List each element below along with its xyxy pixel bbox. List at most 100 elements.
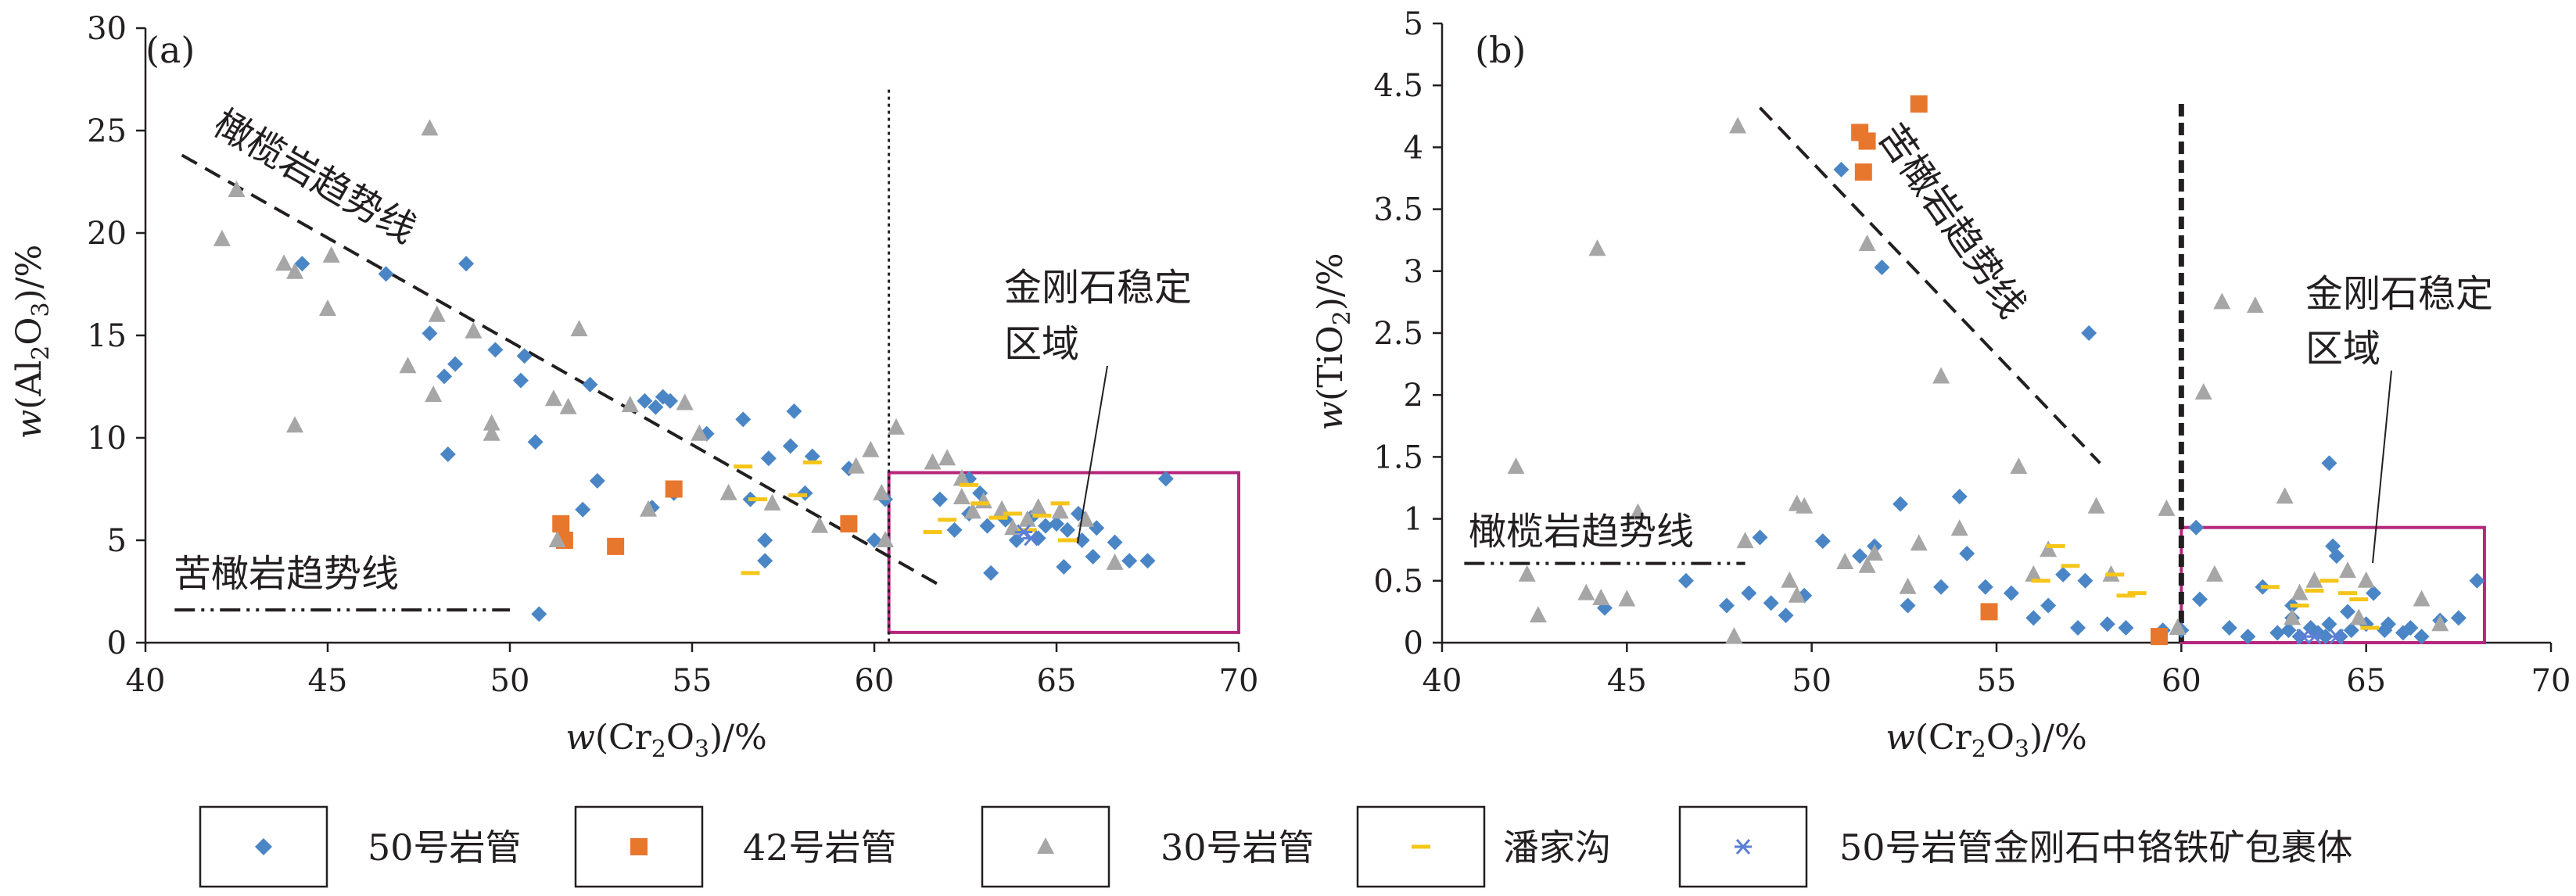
chart-a-point-pan bbox=[1050, 501, 1070, 506]
chart-a-point-s30 bbox=[873, 483, 891, 500]
chart-a-point-pan bbox=[734, 464, 753, 469]
chart-b-point-pan bbox=[2046, 543, 2065, 548]
chart-a-picrite-trend-label: 苦橄岩趋势线 bbox=[174, 552, 399, 596]
chart-b-points bbox=[1507, 95, 2485, 646]
chart-a-point-pan bbox=[960, 482, 979, 487]
chart-a-point-s42 bbox=[607, 537, 625, 555]
chart-b-point-s50 bbox=[2055, 566, 2072, 582]
legend-box-panjiagou bbox=[1356, 805, 1486, 888]
chart-a-xtick-label: 55 bbox=[673, 663, 712, 699]
chart-a-point-s50 bbox=[1121, 553, 1138, 569]
chart-a-ytick-label: 25 bbox=[87, 113, 127, 149]
chart-a-point-pan bbox=[938, 518, 957, 522]
chart-a-point-pan bbox=[1017, 528, 1037, 532]
chart-b-point-s50 bbox=[2280, 622, 2297, 639]
chart-a-xtick-label: 65 bbox=[1037, 663, 1077, 699]
chart-a-point-s30 bbox=[862, 440, 880, 457]
legend: 50号岩管 42号岩管 30号岩管 潘家沟 50号岩管金刚石中铬铁矿包裹体 bbox=[199, 805, 2353, 888]
chart-a-point-s30 bbox=[811, 516, 829, 533]
chart-a-point-s30 bbox=[428, 305, 446, 322]
chart-a-point-s50 bbox=[979, 518, 996, 534]
chart-b-ytick-label: 1 bbox=[1404, 502, 1423, 538]
chart-b-point-inc bbox=[2327, 629, 2345, 645]
chart-b-stable-box-pointer bbox=[2372, 370, 2392, 564]
chart-b-point-s30 bbox=[1618, 590, 1636, 607]
chart-a-point-s50 bbox=[637, 392, 653, 409]
chart-a-point-pan bbox=[802, 460, 822, 464]
chart-b-point-s30 bbox=[2357, 571, 2375, 588]
chart-b-point-pan bbox=[2260, 585, 2280, 590]
chart-b-point-s50 bbox=[1977, 579, 1993, 595]
chart-a-stable-box bbox=[887, 471, 1240, 634]
chart-b-point-s50 bbox=[1959, 545, 1975, 561]
chart-a-ytick-label: 5 bbox=[107, 523, 127, 559]
chart-b-point-s50 bbox=[1752, 529, 1768, 546]
chart-a-point-s50 bbox=[797, 485, 813, 501]
chart-a-ytick-label: 20 bbox=[87, 216, 127, 252]
chart-b-point-s30 bbox=[1529, 606, 1547, 623]
chart-a-point-s30 bbox=[887, 418, 905, 435]
chart-b-xlabel-part1: (Cr bbox=[1915, 718, 1972, 758]
chart-a-point-s30 bbox=[570, 320, 588, 337]
chart-b-xlabel: w(Cr2O3)/% bbox=[1885, 718, 2087, 763]
chart-b-ytick-label: 5 bbox=[1404, 6, 1423, 42]
chart-b-point-pan bbox=[2061, 564, 2080, 568]
chart-a-point-pan bbox=[988, 515, 1008, 520]
legend-label-30: 30号岩管 bbox=[1161, 826, 1315, 869]
chart-b-point-s50 bbox=[1763, 595, 1779, 611]
chart-b-point-s50 bbox=[1814, 533, 1831, 550]
chart-a-point-s50 bbox=[931, 491, 948, 507]
chart-b-point-s42 bbox=[1854, 163, 1872, 181]
chart-b-xtick-label: 45 bbox=[1607, 663, 1647, 699]
chart-a-point-s30 bbox=[691, 424, 709, 441]
chart-b-point-s30 bbox=[1866, 543, 1884, 561]
chart-b-xlabel-sub2: 3 bbox=[2015, 736, 2029, 763]
chart-b-point-s50 bbox=[1677, 572, 1694, 589]
chart-b-point-s50 bbox=[1951, 489, 1968, 505]
chart-b-point-s42 bbox=[1858, 132, 1876, 150]
chart-a-ylabel-part1: (Al bbox=[9, 360, 49, 410]
chart-b-xlabel-part3: )/% bbox=[2029, 718, 2087, 758]
chart-a-ytick-label: 15 bbox=[87, 318, 127, 354]
chart-a-point-s30 bbox=[286, 416, 304, 433]
chart-a-ytick-label: 0 bbox=[107, 625, 127, 661]
legend-marker-30-triangle bbox=[1037, 837, 1054, 854]
chart-b-point-inc bbox=[2305, 629, 2323, 645]
chart-a-point-s50 bbox=[378, 266, 394, 282]
legend-symbol-s30 bbox=[1037, 837, 1054, 854]
chart-a-point-s50 bbox=[1157, 471, 1174, 487]
chart-a-point-s50 bbox=[1059, 521, 1075, 538]
chart-a-point-pan bbox=[741, 571, 760, 575]
chart-b-point-s50 bbox=[2413, 629, 2430, 645]
chart-a-point-s30 bbox=[621, 396, 639, 413]
chart-b-point-s42 bbox=[2150, 628, 2168, 646]
legend-label-inclusion: 50号岩管金刚石中铬铁矿包裹体 bbox=[1839, 826, 2353, 869]
chart-a-point-s50 bbox=[422, 325, 438, 342]
chart-b-point-s50 bbox=[1718, 597, 1735, 614]
chart-b-point-s30 bbox=[2276, 487, 2294, 504]
chart-b-point-s50 bbox=[2221, 619, 2237, 636]
chart-b-point-s30 bbox=[1796, 496, 1814, 514]
chart-a-ylabel-sub2: 3 bbox=[27, 302, 55, 317]
chart-b-panel-label: (b) bbox=[1475, 29, 1526, 71]
chart-a-point-s30 bbox=[559, 397, 577, 414]
chart-b-ytick-label: 4 bbox=[1404, 130, 1423, 166]
chart-b-point-s30 bbox=[2025, 564, 2043, 582]
chart-b-point-s30 bbox=[1729, 116, 1747, 134]
chart-b-point-s50 bbox=[2402, 619, 2419, 636]
chart-b-point-s30 bbox=[2431, 615, 2449, 632]
chart-a-point-s50 bbox=[512, 372, 529, 389]
chart-a-point-s50 bbox=[648, 399, 664, 415]
chart-b-point-s50 bbox=[2099, 616, 2115, 633]
legend-symbol-inc bbox=[1735, 839, 1752, 855]
chart-b-point-s50 bbox=[1833, 161, 1849, 177]
chart-a-xlabel-part2: O bbox=[666, 718, 694, 758]
chart-b-point-s30 bbox=[2169, 618, 2187, 635]
chart-b-point-pan bbox=[2319, 579, 2339, 583]
chart-a-ylabel-sub1: 2 bbox=[27, 346, 55, 360]
chart-a-point-s30 bbox=[640, 500, 658, 517]
chart-b-point-s50 bbox=[2240, 629, 2256, 645]
chart-a-point-s30 bbox=[548, 531, 566, 547]
chart-a-xlabel-sub2: 3 bbox=[694, 736, 709, 763]
legend-marker-50-diamond bbox=[255, 838, 272, 855]
